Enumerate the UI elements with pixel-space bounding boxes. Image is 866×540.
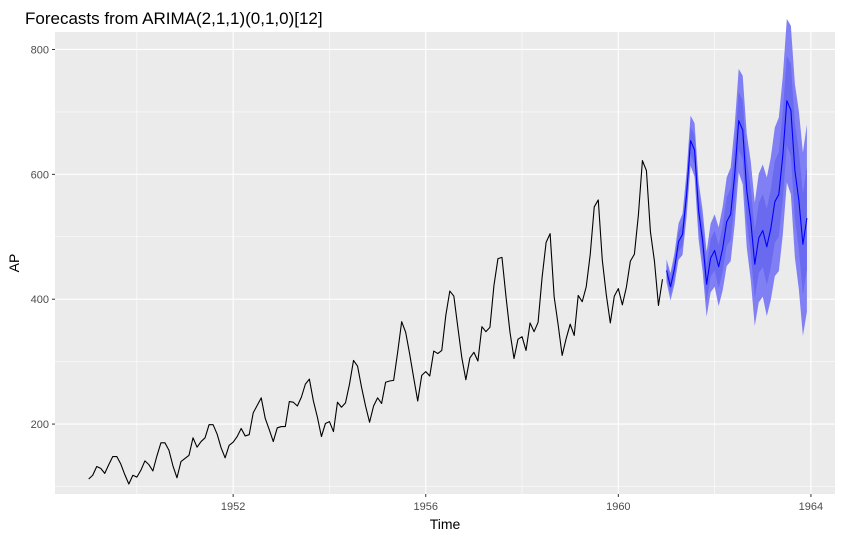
x-axis-title: Time: [430, 516, 461, 532]
y-tick-label: 800: [31, 44, 49, 56]
series-lines: [88, 100, 808, 485]
x-tick-label: 1956: [413, 501, 437, 513]
major-gridlines: [55, 32, 835, 494]
observed-series-line: [88, 160, 664, 485]
x-tick-label: 1960: [606, 501, 630, 513]
y-tick-label: 400: [31, 294, 49, 306]
y-axis: 200 400 600 800: [31, 44, 55, 431]
y-tick-label: 600: [31, 169, 49, 181]
y-tick-label: 200: [31, 419, 49, 431]
x-tick-label: 1964: [799, 501, 823, 513]
y-axis-title: AP: [6, 254, 22, 273]
chart-title: Forecasts from ARIMA(2,1,1)(0,1,0)[12]: [25, 9, 323, 28]
x-axis: 1952 1956 1960 1964: [221, 494, 823, 513]
prediction-intervals: [666, 18, 807, 337]
forecast-mean-line: [665, 100, 808, 288]
x-tick-label: 1952: [221, 501, 245, 513]
forecast-interval-band-inner: [666, 55, 807, 303]
